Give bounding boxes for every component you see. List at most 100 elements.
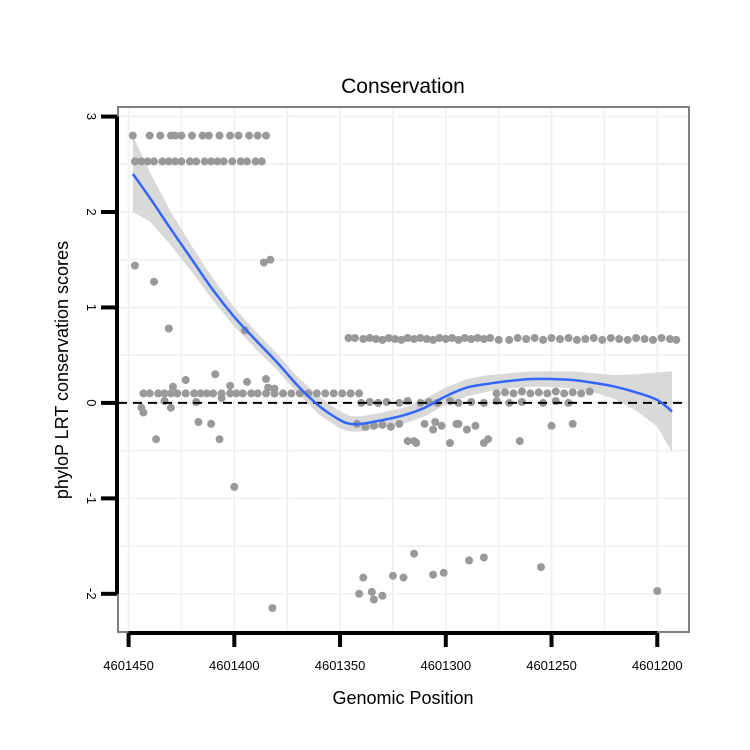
data-point (382, 398, 391, 406)
data-point (164, 324, 173, 333)
data-point (378, 591, 387, 600)
data-point (251, 157, 260, 166)
data-point (505, 335, 514, 344)
data-point (577, 389, 586, 398)
data-point (217, 394, 226, 403)
x-tick-label: 4601450 (103, 658, 154, 673)
data-point (166, 389, 175, 398)
data-point (177, 157, 186, 166)
data-point (194, 418, 203, 426)
data-point (653, 587, 662, 595)
data-point (359, 335, 368, 343)
data-point (439, 568, 448, 577)
data-point (355, 589, 364, 598)
data-point (245, 131, 254, 140)
data-point (479, 335, 488, 343)
data-point (150, 157, 158, 166)
data-point (543, 389, 552, 398)
data-point (623, 335, 632, 344)
data-point (262, 375, 270, 383)
data-point (154, 389, 163, 398)
data-point (166, 403, 175, 412)
y-tick-label: 1 (84, 304, 99, 311)
confidence-band-layer (132, 135, 673, 453)
data-point (188, 131, 196, 140)
data-point (429, 425, 438, 434)
data-point (169, 382, 177, 391)
data-point (130, 261, 139, 270)
data-point (266, 255, 275, 264)
y-tick-label: -2 (84, 588, 99, 600)
data-point (431, 418, 440, 426)
x-axis: 4601450 4601400 4601350 4601300 4601250 46012… (103, 631, 683, 673)
data-point (494, 335, 503, 344)
data-point (196, 389, 205, 398)
data-point (378, 335, 387, 344)
data-point (517, 387, 526, 396)
data-point (403, 437, 412, 446)
data-point (530, 334, 539, 342)
data-point (429, 570, 438, 579)
data-point (547, 334, 556, 342)
data-point (391, 335, 399, 343)
data-point (465, 556, 474, 565)
data-point (171, 131, 180, 140)
data-point (435, 334, 444, 342)
data-point (215, 131, 224, 140)
data-point (416, 334, 425, 342)
data-point (270, 389, 279, 398)
confidence-band (132, 135, 673, 453)
data-point (181, 376, 190, 384)
data-point (234, 131, 243, 140)
data-point (344, 334, 353, 342)
data-point (395, 419, 404, 428)
y-tick-label: 3 (84, 113, 99, 120)
data-point (452, 419, 461, 428)
data-point (173, 389, 182, 398)
data-point (350, 334, 359, 342)
data-point (547, 421, 556, 430)
data-point (568, 388, 577, 397)
data-point (200, 157, 209, 166)
data-point (410, 335, 419, 343)
data-point (213, 157, 222, 166)
y-axis-label: phyloP LRT conservation scores (52, 241, 72, 499)
data-point (410, 549, 419, 558)
data-point (226, 389, 235, 398)
data-point (226, 131, 235, 140)
data-point (467, 335, 476, 343)
data-point (243, 157, 251, 166)
smooth-curve (131, 173, 673, 426)
data-point (158, 157, 167, 166)
data-point (473, 334, 482, 342)
data-point (228, 157, 237, 166)
data-point (150, 277, 158, 286)
smooth-curve-layer (131, 173, 673, 426)
data-point (568, 419, 577, 428)
data-point (192, 157, 201, 166)
data-point (365, 398, 374, 406)
data-point (287, 389, 296, 398)
data-point (152, 435, 161, 444)
data-point (204, 131, 213, 140)
data-point (156, 131, 165, 140)
data-point (230, 482, 239, 491)
data-point (429, 335, 438, 344)
data-point (198, 131, 207, 140)
x-axis-label: Genomic Position (332, 688, 473, 708)
data-point (446, 439, 454, 447)
data-point (372, 335, 380, 343)
data-point (128, 131, 137, 140)
data-point (329, 389, 338, 398)
data-point (517, 398, 526, 406)
data-point (522, 335, 531, 343)
data-point (420, 419, 429, 428)
data-point (581, 335, 590, 343)
data-point (471, 421, 480, 430)
data-point (359, 573, 368, 582)
x-tick-label: 4601300 (420, 658, 471, 673)
grid-lines (118, 107, 689, 632)
data-point (486, 334, 495, 342)
data-points-layer (128, 131, 681, 613)
